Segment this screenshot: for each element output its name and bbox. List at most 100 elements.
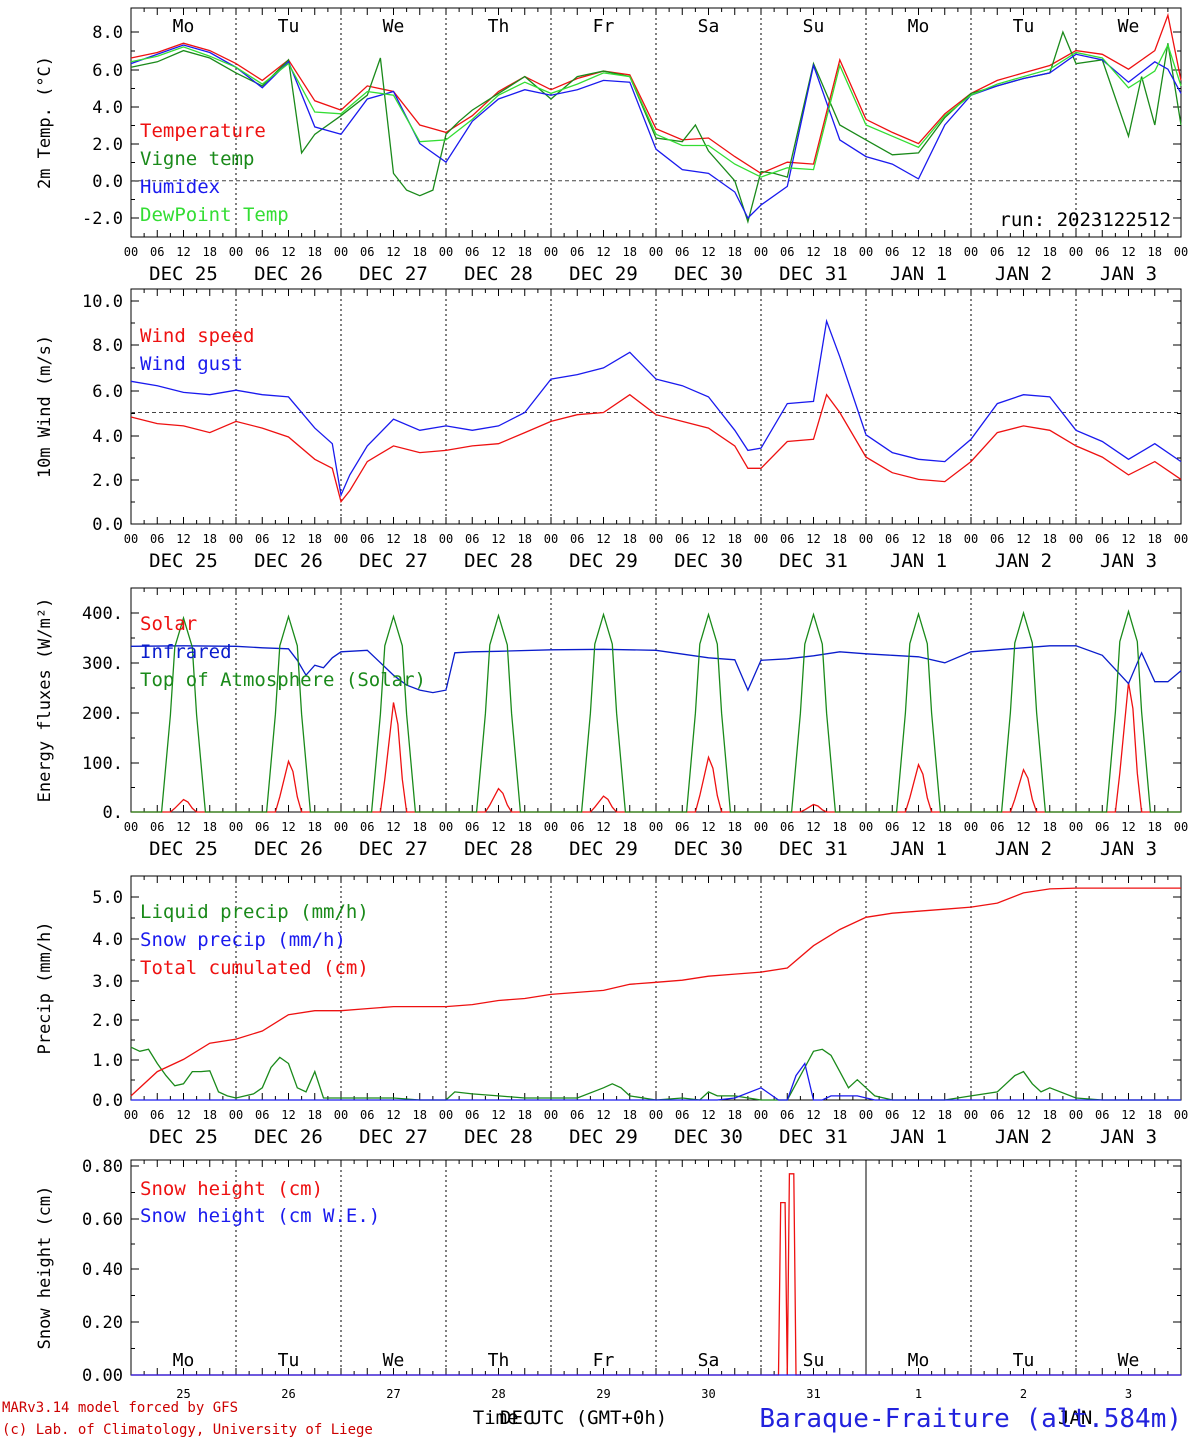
series-line-solar — [131, 682, 1181, 813]
panel-2 — [130, 288, 1182, 525]
date-label: DEC 27 — [359, 838, 428, 860]
hour-label: 06 — [1095, 245, 1109, 259]
date-label: DEC 31 — [779, 1126, 848, 1148]
hour-label: 18 — [833, 820, 847, 834]
hour-label: 18 — [938, 532, 952, 546]
hour-label: 06 — [780, 820, 794, 834]
hour-label: 18 — [623, 245, 637, 259]
hour-label: 18 — [833, 245, 847, 259]
hour-label: 00 — [229, 245, 243, 259]
hour-label: 00 — [1174, 820, 1188, 834]
weekday-label: Tu — [1013, 1350, 1035, 1371]
hour-label: 12 — [1121, 1108, 1135, 1122]
y-tick-label: 2.0 — [92, 135, 123, 155]
hour-label: 06 — [990, 245, 1004, 259]
hour-label: 00 — [649, 245, 663, 259]
date-label: JAN 2 — [995, 838, 1052, 860]
hour-label: 06 — [675, 532, 689, 546]
hour-label: 00 — [124, 1108, 138, 1122]
hour-label: 18 — [833, 1108, 847, 1122]
date-label: DEC 27 — [359, 550, 428, 572]
hour-label: 12 — [491, 820, 505, 834]
y-tick-label: -2.0 — [82, 209, 123, 229]
y-tick-label: 2.0 — [92, 471, 123, 491]
hour-label: 06 — [990, 820, 1004, 834]
hour-label: 00 — [334, 820, 348, 834]
weekday-label: We — [1118, 16, 1140, 37]
hour-label: 12 — [491, 245, 505, 259]
y-tick-label: 0. — [103, 803, 123, 823]
legend-entry: Snow height (cm W.E.) — [140, 1205, 380, 1227]
date-label: DEC 29 — [569, 1126, 638, 1148]
hour-label: 18 — [413, 1108, 427, 1122]
date-label: DEC 30 — [674, 1126, 743, 1148]
y-tick-label: 0.0 — [92, 172, 123, 192]
hour-label: 00 — [1174, 245, 1188, 259]
hour-label: 12 — [1016, 820, 1030, 834]
date-label: JAN 2 — [995, 263, 1052, 285]
legend-entry: Infrared — [140, 641, 232, 663]
hour-label: 12 — [386, 820, 400, 834]
weekday-label: Sa — [698, 1350, 720, 1371]
hour-label: 06 — [465, 245, 479, 259]
panel-5 — [130, 1159, 1182, 1376]
hour-label: 12 — [281, 1108, 295, 1122]
hour-label: 00 — [334, 1108, 348, 1122]
weekday-label: Tu — [1013, 16, 1035, 37]
hour-label: 00 — [649, 532, 663, 546]
day-number: 2 — [1020, 1387, 1027, 1401]
hour-label: 12 — [701, 532, 715, 546]
hour-label: 06 — [885, 245, 899, 259]
hour-label: 06 — [570, 820, 584, 834]
day-number: 1 — [915, 1387, 922, 1401]
hour-label: 12 — [1121, 820, 1135, 834]
y-tick-label: 10.0 — [82, 292, 123, 312]
hour-label: 00 — [544, 1108, 558, 1122]
y-tick-label: 400. — [82, 604, 123, 624]
date-label: DEC 29 — [569, 263, 638, 285]
legend-entry: Total cumulated (cm) — [140, 957, 369, 979]
hour-label: 00 — [859, 820, 873, 834]
series-line-snow-precip-mm-h- — [131, 1061, 1181, 1101]
series-line-humidex — [130, 44, 1182, 220]
hour-label: 06 — [150, 245, 164, 259]
hour-label: 00 — [754, 532, 768, 546]
weekday-label: Fr — [593, 1350, 615, 1371]
weekday-label: Mo — [173, 1350, 195, 1371]
hour-label: 06 — [1095, 1108, 1109, 1122]
hour-label: 18 — [518, 245, 532, 259]
y-axis-label: Snow height (cm) — [35, 1186, 55, 1350]
date-label: JAN 3 — [1100, 838, 1157, 860]
hour-label: 12 — [806, 820, 820, 834]
series-line-liquid-precip-mm-h- — [130, 1046, 1181, 1101]
y-tick-label: 1.0 — [92, 1051, 123, 1071]
panel-frame — [130, 7, 1182, 238]
date-label: DEC 29 — [569, 550, 638, 572]
series-line-dewpoint-temp — [130, 43, 1182, 178]
legend-entry: Snow precip (mm/h) — [140, 929, 346, 951]
weekday-label: We — [1118, 1350, 1140, 1371]
hour-label: 18 — [1148, 245, 1162, 259]
y-axis-label: 2m Temp. (°C) — [35, 56, 55, 189]
hour-label: 06 — [990, 1108, 1004, 1122]
hour-label: 12 — [386, 532, 400, 546]
hour-label: 00 — [649, 1108, 663, 1122]
date-label: DEC 25 — [149, 263, 218, 285]
hour-label: 18 — [203, 820, 217, 834]
y-tick-label: 0.80 — [82, 1157, 123, 1177]
day-number: 25 — [176, 1387, 190, 1401]
legend-entry: Solar — [140, 613, 197, 635]
legend-entry: Wind speed — [140, 325, 254, 347]
series-line-infrared — [130, 645, 1182, 694]
hour-label: 12 — [386, 245, 400, 259]
hour-label: 00 — [859, 532, 873, 546]
date-label: DEC 25 — [149, 838, 218, 860]
hour-label: 00 — [439, 820, 453, 834]
hour-label: 12 — [806, 1108, 820, 1122]
legend-entry: Top of Atmosphere (Solar) — [140, 669, 426, 691]
hour-label: 18 — [728, 532, 742, 546]
y-tick-label: 100. — [82, 754, 123, 774]
y-tick-label: 0.40 — [82, 1260, 123, 1280]
hour-label: 12 — [596, 245, 610, 259]
date-label: DEC 30 — [674, 263, 743, 285]
